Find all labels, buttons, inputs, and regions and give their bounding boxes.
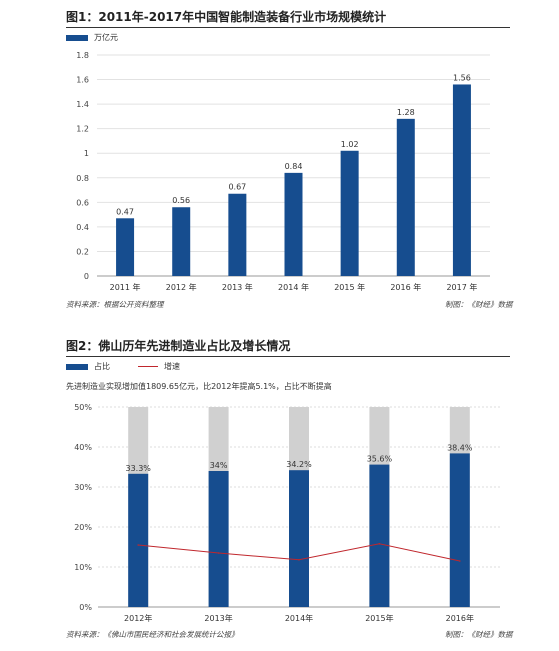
chart1-bar (452, 84, 471, 276)
chart1-ytick-label: 0.4 (76, 223, 89, 232)
chart1-xtick-label: 2016 年 (390, 282, 421, 292)
chart2-bar (128, 473, 149, 607)
chart1-title-rule (66, 27, 510, 28)
chart2-source: 资料来源：《佛山市国民经济和社会发展统计公报》 (66, 630, 239, 639)
chart2-bar (289, 470, 309, 607)
chart1-legend-label: 万亿元 (94, 33, 118, 42)
chart2-credit: 制图：《财经》数据 (445, 630, 513, 639)
chart2-legend-line-swatch (138, 366, 158, 367)
chart2-growth-point (217, 552, 220, 554)
chart1-bar (172, 207, 191, 276)
chart2-xtick-label: 2016年 (446, 613, 474, 623)
chart2-legend-line-label: 增速 (164, 362, 180, 371)
chart2-data-label: 34.2% (286, 460, 312, 469)
chart1-xtick-label: 2013 年 (222, 282, 253, 292)
chart1-ytick-label: 1.6 (76, 76, 89, 85)
chart2-ytick-label: 20% (74, 523, 92, 532)
chart2-note: 先进制造业实现增加值1809.65亿元，比2012年提高5.1%，占比不断提高 (66, 382, 332, 391)
chart1-data-label: 1.28 (397, 108, 415, 117)
chart1-data-label: 0.56 (172, 196, 190, 205)
chart2-data-label: 33.3% (125, 464, 151, 473)
chart1-bar (228, 193, 247, 276)
chart1-xtick-label: 2012 年 (166, 282, 197, 292)
chart2-title: 图2：佛山历年先进制造业占比及增长情况 (66, 339, 291, 353)
chart2-data-label: 35.6% (367, 455, 393, 464)
chart2-ytick-label: 10% (74, 563, 92, 572)
chart1-credit: 制图：《财经》数据 (445, 300, 513, 309)
chart2-legend-line: 增速 (138, 361, 180, 372)
chart2-growth-point (459, 560, 461, 562)
chart1-xtick-label: 2015 年 (334, 282, 365, 292)
chart1-legend-swatch (66, 34, 88, 41)
chart1-ytick-label: 1.4 (76, 100, 89, 109)
chart2-ytick-label: 40% (74, 443, 92, 452)
chart1-bar (284, 172, 303, 276)
chart1-data-label: 1.56 (453, 73, 471, 82)
chart2-xtick-label: 2012年 (124, 613, 152, 623)
chart2-growth-point (378, 543, 381, 545)
chart1-ytick-label: 0.8 (76, 174, 89, 183)
chart2-bar (369, 464, 390, 607)
chart1-data-label: 0.84 (285, 162, 303, 171)
chart1-ytick-label: 1.2 (76, 125, 89, 134)
chart1-ytick-label: 0 (84, 272, 89, 281)
chart2-ytick-label: 30% (74, 483, 92, 492)
chart2-xtick-label: 2013年 (204, 613, 232, 623)
chart1-bar (396, 118, 415, 276)
chart1-data-label: 1.02 (341, 140, 359, 149)
chart2-title-rule (66, 356, 510, 357)
chart2-data-label: 38.4% (447, 443, 473, 452)
chart2-bar (208, 471, 229, 607)
chart1-xtick-label: 2011 年 (110, 282, 141, 292)
chart2-ytick-label: 50% (74, 403, 92, 412)
chart1-data-label: 0.47 (116, 207, 134, 216)
chart1-title: 图1：2011年-2017年中国智能制造装备行业市场规模统计 (66, 10, 387, 24)
chart2-ytick-label: 0% (79, 603, 92, 612)
chart2-legend-bar-swatch (66, 363, 88, 370)
chart2-xtick-label: 2014年 (285, 613, 313, 623)
chart2-growth-point (137, 544, 139, 546)
chart1-ytick-label: 1 (84, 149, 89, 158)
chart1-xtick-label: 2014 年 (278, 282, 309, 292)
chart1-data-label: 0.67 (228, 183, 246, 192)
chart1-bar (340, 150, 359, 276)
chart2-xtick-label: 2015年 (365, 613, 393, 623)
chart2-data-label: 34% (210, 461, 228, 470)
chart1-ytick-label: 0.2 (76, 247, 89, 256)
chart1-source: 资料来源：根据公开资料整理 (66, 300, 164, 309)
chart2-bar (449, 453, 470, 607)
chart2-growth-point (298, 559, 300, 561)
chart2-legend-bar: 占比 (66, 361, 110, 372)
chart1-ytick-label: 1.8 (76, 51, 89, 60)
chart1-plot: 0 0.2 0.4 0.6 0.8 1 1.2 1.4 1.6 1.8 0.47 2011 年 0.56… (76, 51, 490, 292)
chart1-ytick-label: 0.6 (76, 198, 89, 207)
chart1-xtick-label: 2017 年 (446, 282, 477, 292)
chart1-legend: 万亿元 (66, 32, 118, 43)
chart1-bar (116, 218, 135, 276)
chart2-legend-bar-label: 占比 (94, 362, 110, 371)
